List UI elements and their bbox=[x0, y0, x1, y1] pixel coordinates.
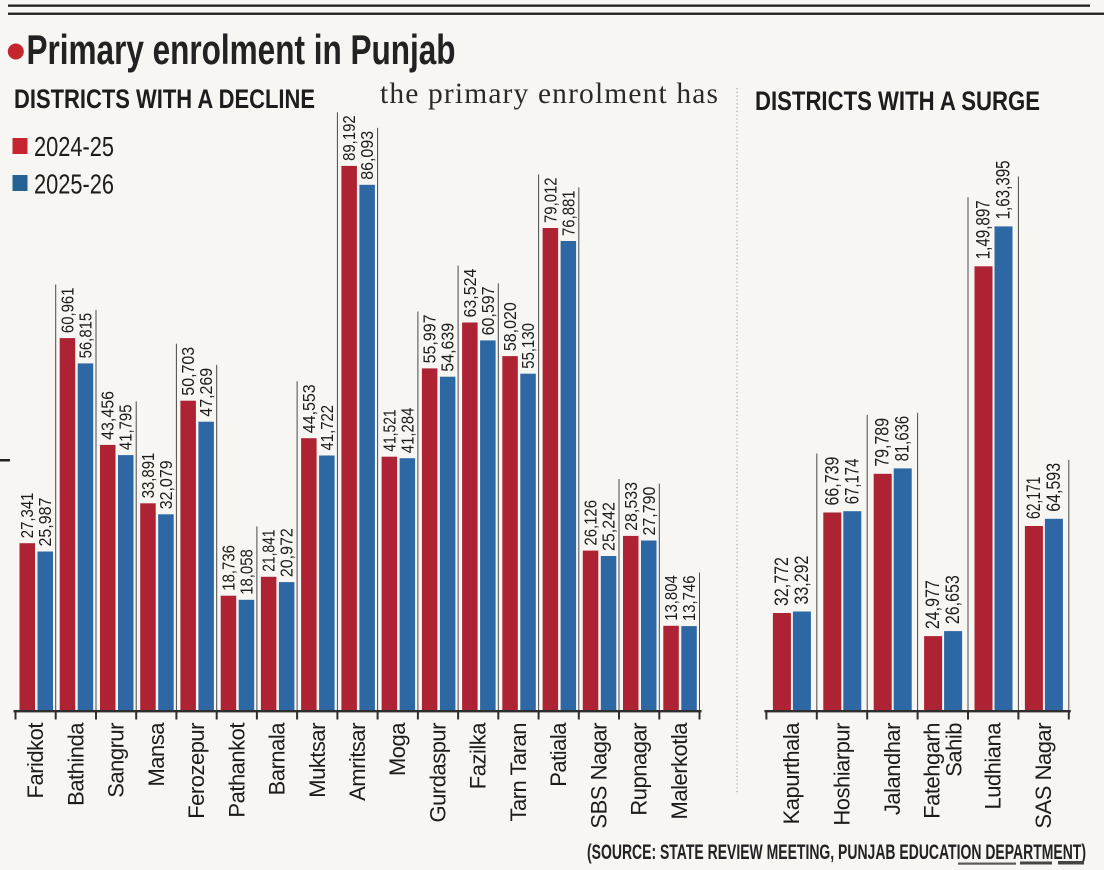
svg-text:Muktsar: Muktsar bbox=[305, 723, 330, 798]
svg-text:41,795: 41,795 bbox=[116, 405, 136, 451]
svg-text:Amritsar: Amritsar bbox=[345, 723, 370, 801]
svg-text:41,284: 41,284 bbox=[397, 407, 417, 453]
svg-text:33,292: 33,292 bbox=[791, 556, 813, 605]
svg-text:Ludhiana: Ludhiana bbox=[981, 722, 1006, 810]
svg-text:Primary enrolment in Punjab: Primary enrolment in Punjab bbox=[27, 26, 456, 73]
svg-text:33,891: 33,891 bbox=[138, 453, 158, 499]
svg-text:47,269: 47,269 bbox=[196, 368, 216, 417]
svg-text:25,987: 25,987 bbox=[35, 498, 55, 547]
svg-text:79,012: 79,012 bbox=[540, 177, 560, 223]
svg-text:27,341: 27,341 bbox=[17, 493, 37, 539]
svg-text:Hoshiarpur: Hoshiarpur bbox=[830, 723, 855, 826]
svg-text:60,597: 60,597 bbox=[478, 287, 498, 336]
svg-text:Sahib: Sahib bbox=[941, 723, 966, 777]
svg-text:the primary enrolment has: the primary enrolment has bbox=[380, 78, 718, 110]
svg-text:Gurdaspur: Gurdaspur bbox=[426, 723, 451, 823]
svg-text:DISTRICTS WITH A SURGE: DISTRICTS WITH A SURGE bbox=[755, 86, 1040, 116]
svg-text:Moga: Moga bbox=[385, 722, 410, 776]
svg-text:26,653: 26,653 bbox=[942, 575, 964, 624]
svg-text:Barnala: Barnala bbox=[265, 722, 290, 796]
svg-text:1,63,395: 1,63,395 bbox=[993, 160, 1015, 219]
svg-text:62,171: 62,171 bbox=[1023, 477, 1045, 519]
svg-text:DISTRICTS WITH A DECLINE: DISTRICTS WITH A DECLINE bbox=[14, 84, 315, 114]
svg-text:13,746: 13,746 bbox=[679, 576, 699, 622]
svg-text:55,997: 55,997 bbox=[420, 315, 440, 364]
svg-text:18,058: 18,058 bbox=[236, 549, 256, 595]
svg-text:41,521: 41,521 bbox=[379, 409, 399, 451]
svg-text:27,790: 27,790 bbox=[639, 486, 659, 535]
svg-text:24,977: 24,977 bbox=[922, 580, 944, 629]
svg-text:64,593: 64,593 bbox=[1043, 463, 1065, 512]
svg-text:1,49,897: 1,49,897 bbox=[973, 200, 995, 259]
svg-text:25,242: 25,242 bbox=[599, 502, 619, 551]
svg-text:(SOURCE: STATE REVIEW MEETING,: (SOURCE: STATE REVIEW MEETING, PUNJAB ED… bbox=[587, 841, 1086, 864]
svg-text:32,079: 32,079 bbox=[156, 460, 176, 509]
svg-text:54,639: 54,639 bbox=[438, 323, 458, 372]
svg-text:67,174: 67,174 bbox=[841, 458, 863, 504]
svg-text:Tarn Taran: Tarn Taran bbox=[506, 723, 531, 822]
svg-text:89,192: 89,192 bbox=[339, 115, 359, 161]
svg-text:Pathankot: Pathankot bbox=[224, 723, 249, 818]
svg-text:63,524: 63,524 bbox=[460, 268, 480, 317]
svg-text:66,739: 66,739 bbox=[821, 457, 843, 506]
svg-text:Mansa: Mansa bbox=[144, 722, 169, 787]
svg-text:13,804: 13,804 bbox=[661, 575, 681, 621]
svg-text:43,456: 43,456 bbox=[98, 391, 118, 440]
svg-text:Sangrur: Sangrur bbox=[104, 723, 129, 798]
svg-text:20,972: 20,972 bbox=[277, 528, 297, 577]
svg-text:86,093: 86,093 bbox=[357, 131, 377, 180]
svg-text:60,961: 60,961 bbox=[58, 288, 78, 334]
svg-text:32,772: 32,772 bbox=[771, 557, 793, 606]
svg-text:Ferozepur: Ferozepur bbox=[184, 723, 209, 819]
svg-text:Faridkot: Faridkot bbox=[23, 723, 48, 799]
svg-text:Malerkotla: Malerkotla bbox=[667, 722, 692, 820]
svg-text:Patiala: Patiala bbox=[546, 722, 571, 787]
svg-text:41,722: 41,722 bbox=[317, 405, 337, 451]
svg-text:50,703: 50,703 bbox=[178, 347, 198, 396]
svg-text:Kapurthala: Kapurthala bbox=[779, 722, 804, 825]
svg-text:79,789: 79,789 bbox=[872, 418, 894, 467]
svg-text:Fazilka: Fazilka bbox=[466, 722, 491, 789]
svg-text:Rupnagar: Rupnagar bbox=[627, 723, 652, 816]
svg-text:18,736: 18,736 bbox=[218, 545, 238, 591]
svg-text:28,533: 28,533 bbox=[621, 482, 641, 531]
svg-text:56,815: 56,815 bbox=[76, 313, 96, 359]
svg-text:Fatehgarh: Fatehgarh bbox=[919, 723, 944, 819]
svg-text:44,553: 44,553 bbox=[299, 384, 319, 433]
svg-text:76,881: 76,881 bbox=[558, 190, 578, 236]
svg-text:58,020: 58,020 bbox=[500, 302, 520, 351]
svg-text:SAS Nagar: SAS Nagar bbox=[1031, 723, 1056, 829]
svg-text:21,841: 21,841 bbox=[259, 530, 279, 572]
svg-text:SBS Nagar: SBS Nagar bbox=[586, 723, 611, 829]
svg-text:55,130: 55,130 bbox=[518, 323, 538, 369]
svg-text:26,126: 26,126 bbox=[581, 500, 601, 546]
svg-text:2025-26: 2025-26 bbox=[34, 169, 114, 200]
svg-text:2024-25: 2024-25 bbox=[34, 131, 114, 162]
svg-text:81,636: 81,636 bbox=[892, 416, 914, 462]
svg-text:Jalandhar: Jalandhar bbox=[880, 723, 905, 815]
svg-text:Bathinda: Bathinda bbox=[63, 722, 88, 806]
